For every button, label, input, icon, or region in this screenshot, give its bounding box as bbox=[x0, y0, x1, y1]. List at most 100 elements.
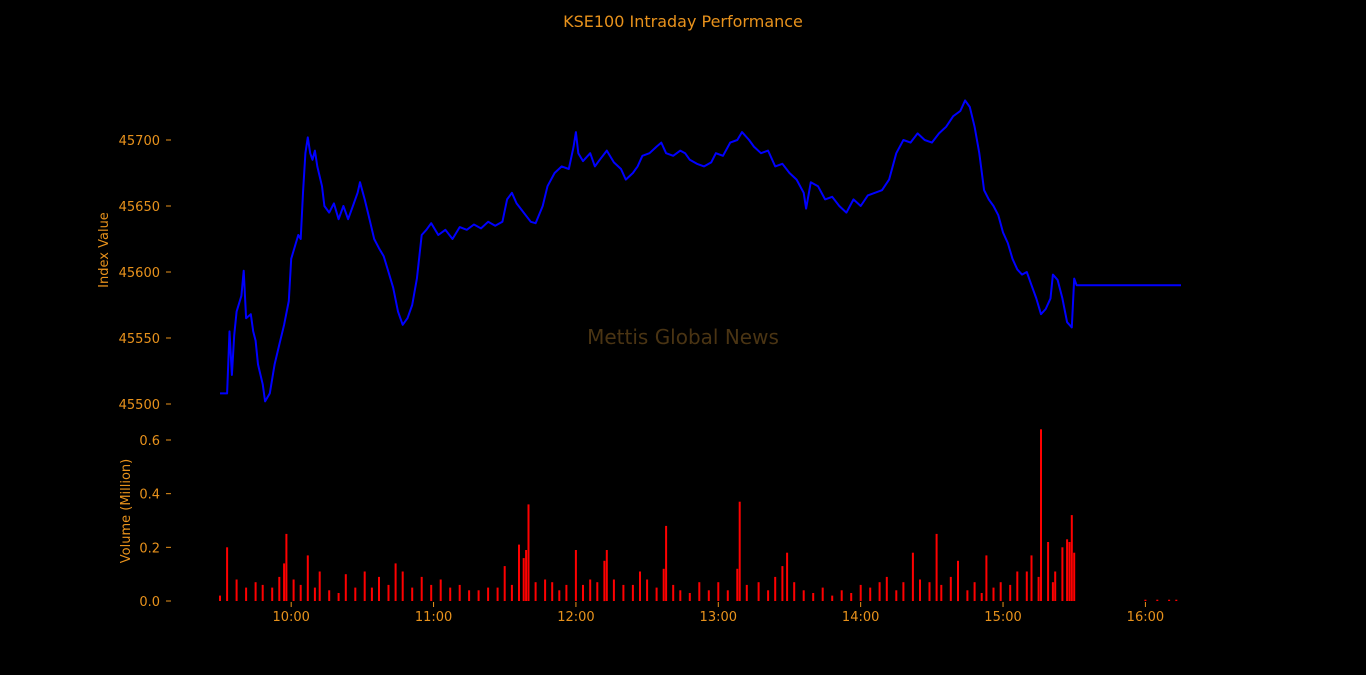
volume-bar bbox=[631, 584, 634, 601]
volume-bar bbox=[468, 590, 471, 601]
volume-bar bbox=[603, 560, 606, 602]
volume-bar bbox=[1047, 542, 1050, 601]
chart-title: KSE100 Intraday Performance bbox=[563, 12, 803, 31]
volume-bar bbox=[394, 563, 397, 601]
volume-bar bbox=[745, 584, 748, 601]
volume-bar bbox=[999, 582, 1002, 601]
x-tick-label: 10:00 bbox=[272, 610, 309, 625]
volume-bar bbox=[477, 590, 480, 601]
volume-bar bbox=[387, 584, 390, 601]
volume-y-axis: 0.0 0.2 0.4 0.6 bbox=[139, 434, 171, 610]
index-y-axis-label: Index Value bbox=[97, 212, 112, 288]
volume-y-tick-label: 0.2 bbox=[139, 541, 160, 556]
volume-bar bbox=[354, 587, 357, 601]
volume-bar bbox=[1016, 571, 1019, 601]
volume-bar bbox=[589, 579, 592, 601]
index-y-tick-label: 45700 bbox=[119, 134, 160, 149]
volume-bar bbox=[449, 587, 452, 601]
volume-bar bbox=[565, 584, 568, 601]
volume-bar bbox=[370, 587, 373, 601]
volume-bar bbox=[527, 504, 530, 601]
volume-bar bbox=[1030, 555, 1033, 601]
volume-bar bbox=[895, 590, 898, 601]
volume-bar bbox=[973, 582, 976, 601]
volume-bar bbox=[299, 584, 302, 601]
volume-bar bbox=[1009, 584, 1012, 601]
volume-bar bbox=[859, 584, 862, 601]
volume-bar bbox=[544, 579, 547, 601]
volume-bar bbox=[430, 584, 433, 601]
volume-bar bbox=[679, 590, 682, 601]
index-line bbox=[220, 99, 1181, 403]
volume-bar bbox=[458, 584, 461, 601]
volume-bar bbox=[726, 590, 729, 601]
volume-bar bbox=[496, 587, 499, 601]
volume-bar bbox=[655, 587, 658, 601]
volume-bar bbox=[245, 587, 248, 601]
volume-bar bbox=[646, 579, 649, 601]
volume-bar bbox=[869, 587, 872, 601]
volume-bar bbox=[1168, 599, 1171, 601]
volume-bar bbox=[1156, 599, 1159, 601]
volume-bar bbox=[363, 571, 366, 601]
volume-bar bbox=[935, 533, 938, 601]
volume-bar bbox=[1144, 599, 1147, 601]
volume-bar bbox=[612, 579, 615, 601]
volume-y-axis-label: Volume (Million) bbox=[119, 459, 134, 563]
volume-bar bbox=[596, 582, 599, 601]
volume-bar bbox=[738, 501, 741, 601]
x-tick-label: 16:00 bbox=[1127, 610, 1164, 625]
volume-bar bbox=[662, 568, 665, 601]
volume-bar bbox=[878, 582, 881, 601]
volume-bar bbox=[605, 550, 608, 601]
volume-bar bbox=[757, 582, 760, 601]
volume-bar bbox=[283, 563, 286, 601]
volume-bar bbox=[411, 587, 414, 601]
volume-bar bbox=[831, 595, 834, 601]
volume-bar bbox=[235, 579, 238, 601]
index-line-panel: 45500 45550 45600 45650 45700 Index Value bbox=[97, 99, 1181, 413]
volume-bar bbox=[285, 533, 288, 601]
volume-bar bbox=[911, 552, 914, 601]
index-y-tick-label: 45650 bbox=[119, 200, 160, 215]
volume-bar bbox=[767, 590, 770, 601]
time-x-axis: 10:00 11:00 12:00 13:00 14:00 15:00 16:00 bbox=[272, 602, 1164, 625]
volume-bar bbox=[1066, 539, 1069, 601]
volume-bar bbox=[378, 576, 380, 601]
volume-bar bbox=[401, 571, 404, 601]
volume-bar bbox=[1040, 429, 1042, 601]
volume-bar bbox=[306, 555, 309, 601]
volume-bar bbox=[522, 558, 525, 601]
volume-bar bbox=[503, 566, 506, 601]
volume-bar bbox=[639, 571, 641, 601]
x-tick-label: 12:00 bbox=[557, 610, 594, 625]
volume-bar bbox=[582, 584, 584, 601]
volume-bar bbox=[219, 595, 221, 601]
volume-bar bbox=[885, 576, 888, 601]
volume-y-tick-label: 0.4 bbox=[139, 488, 160, 503]
volume-bar bbox=[558, 590, 561, 601]
volume-bar bbox=[518, 544, 520, 601]
volume-bar bbox=[318, 571, 321, 601]
volume-bar bbox=[551, 582, 554, 601]
volume-bar bbox=[1068, 542, 1071, 601]
volume-bar bbox=[313, 587, 316, 601]
volume-bar bbox=[992, 587, 995, 601]
volume-bar bbox=[902, 582, 905, 601]
volume-bar bbox=[1054, 571, 1057, 601]
volume-bar bbox=[328, 590, 331, 601]
volume-bar bbox=[574, 550, 577, 601]
volume-bar bbox=[665, 525, 668, 601]
volume-bar bbox=[344, 574, 347, 601]
volume-bar bbox=[957, 560, 959, 602]
volume-bar bbox=[439, 579, 442, 601]
volume-bar bbox=[980, 593, 983, 601]
index-y-tick-label: 45550 bbox=[119, 332, 160, 347]
volume-bar bbox=[698, 582, 701, 601]
x-tick-label: 14:00 bbox=[842, 610, 879, 625]
volume-bar bbox=[292, 579, 295, 601]
volume-bar bbox=[966, 590, 969, 601]
volume-bar bbox=[672, 584, 675, 601]
volume-bar bbox=[949, 576, 952, 601]
